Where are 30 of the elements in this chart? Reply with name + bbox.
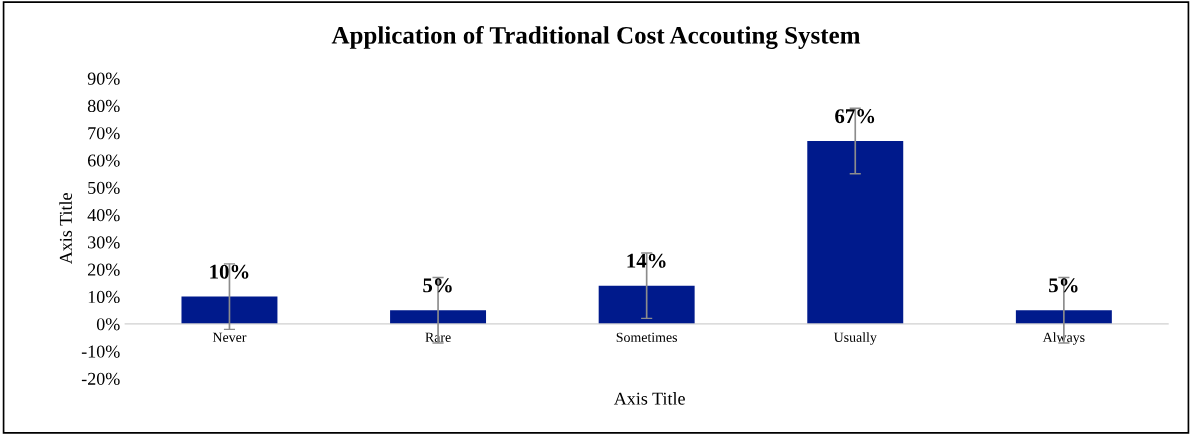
x-tick-label: Always (1042, 332, 1085, 345)
y-tick-label: 10% (88, 290, 120, 304)
y-tick-label: 60% (87, 154, 120, 167)
y-tick-label: 70% (88, 127, 120, 140)
x-tick-label: Sometimes (616, 332, 678, 342)
bar (598, 285, 695, 324)
y-tick-label: -10% (81, 345, 120, 358)
y-tick-label: 50% (88, 181, 120, 194)
data-label: 5% (1049, 278, 1078, 293)
bar (1015, 310, 1112, 324)
bar (807, 141, 904, 324)
x-tick-label: Rare (425, 332, 451, 342)
y-tick-label: 20% (88, 263, 120, 276)
y-tick-label: 30% (88, 236, 120, 249)
x-tick-label: Never (212, 332, 247, 342)
bar (181, 296, 278, 324)
y-tick-label: 90% (87, 72, 120, 85)
y-tick-label: 80% (87, 99, 120, 113)
y-tick-label: 0% (96, 318, 120, 331)
chart-title: Application of Traditional Cost Accouting System (331, 25, 861, 50)
data-label: 67% (835, 109, 875, 124)
bar (390, 310, 487, 324)
y-tick-label: -20% (81, 372, 120, 385)
data-label: 5% (423, 278, 452, 293)
x-tick-label: Usually (833, 332, 877, 345)
data-label: 14% (627, 253, 666, 268)
data-label: 10% (210, 264, 249, 279)
y-tick-label: 40% (87, 208, 120, 222)
x-axis-title: Axis Title (613, 392, 685, 405)
y-axis-title: Axis Title (59, 193, 72, 265)
